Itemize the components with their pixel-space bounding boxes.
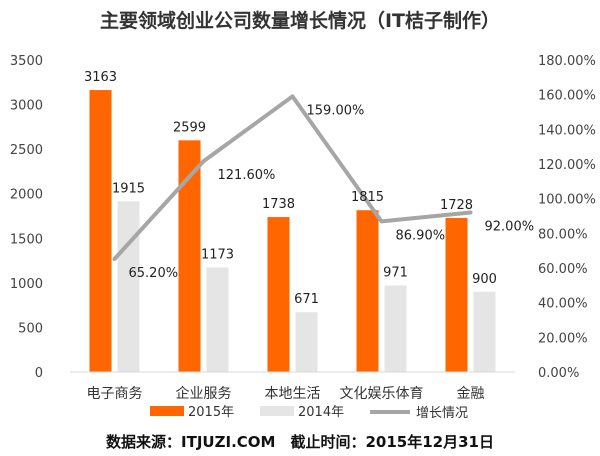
bar-series-2 [384,285,407,372]
y-left-tick-label: 2000 [10,188,43,203]
bar-series-2 [473,291,496,372]
y-right-tick-label: 100.00% [538,193,596,208]
y-left-tick-label: 500 [18,321,43,336]
legend: 2015年 2014年 增长情况 [150,405,468,421]
x-category-label: 电子商务 [87,386,143,402]
y-right-tick-label: 140.00% [538,123,596,138]
growth-value-label: 121.60% [218,168,276,183]
y-right-tick-label: 60.00% [538,262,588,277]
legend-swatch [150,406,184,416]
bar-value-label: 671 [294,292,319,307]
bar-series-2 [295,312,318,372]
bar-series-1 [445,217,468,372]
bar-value-label: 2599 [173,120,206,135]
bar-series-2 [206,267,229,372]
y-right-tick-label: 80.00% [538,227,588,242]
axes-layer: 0 500 1000 1500 2000 2500 3000 3500 0.00% 20.00% 4… [10,54,596,402]
growth-point [380,219,383,223]
x-category-label: 本地生活 [265,386,321,402]
growth-value-label: 86.90% [396,228,446,243]
bar-value-label: 1815 [351,190,384,205]
bar-series-1 [178,140,201,372]
bar-series-1 [89,90,112,373]
y-right-tick-label: 20.00% [538,331,588,346]
bar-value-label: 1173 [201,247,234,262]
y-right-tick-label: 180.00% [538,54,596,69]
y-left-tick-label: 2500 [10,143,43,158]
x-category-label: 文化娱乐体育 [340,386,424,402]
bar-value-label: 1915 [112,181,145,196]
growth-point [113,257,116,261]
growth-point [469,211,472,215]
y-left-tick-label: 0 [35,366,43,381]
growth-value-label: 159.00% [307,103,365,118]
y-left-tick-label: 1500 [10,232,43,247]
y-right-tick-label: 120.00% [538,158,596,173]
bar-series-1 [356,210,379,372]
bar-value-label: 1738 [262,197,295,212]
y-left-tick-label: 3000 [10,99,43,114]
y-right-tick-label: 160.00% [538,89,596,104]
legend-label: 2015年 [188,405,234,420]
source-note: 数据来源：ITJUZI.COM 截止时间：2015年12月31日 [106,433,494,451]
bar-value-label: 971 [383,265,408,280]
y-right-tick-label: 0.00% [538,366,579,381]
y-left-tick-label: 1000 [10,277,43,292]
y-right-tick-label: 40.00% [538,297,588,312]
chart-title: 主要领域创业公司数量增长情况（IT桔子制作） [100,9,500,32]
bar-series-1 [267,217,290,372]
line-layer [112,94,473,261]
legend-label: 2014年 [298,405,344,420]
bar-series-2 [117,201,140,372]
x-category-label: 金融 [457,386,485,402]
x-category-label: 企业服务 [176,385,232,402]
labels-layer: 3163 1915 2599 1173 1738 671 1815 971 1728 900 65.… [84,70,534,307]
legend-label: 增长情况 [416,406,468,421]
growth-point [291,94,294,98]
legend-swatch [260,406,294,416]
bar-value-label: 3163 [84,70,117,85]
growth-value-label: 92.00% [485,220,535,235]
growth-point [202,159,205,163]
y-left-tick-label: 3500 [10,54,43,69]
bar-value-label: 1728 [440,198,473,213]
bars-layer [89,90,496,373]
bar-value-label: 900 [472,272,497,287]
growth-value-label: 65.20% [129,266,179,281]
